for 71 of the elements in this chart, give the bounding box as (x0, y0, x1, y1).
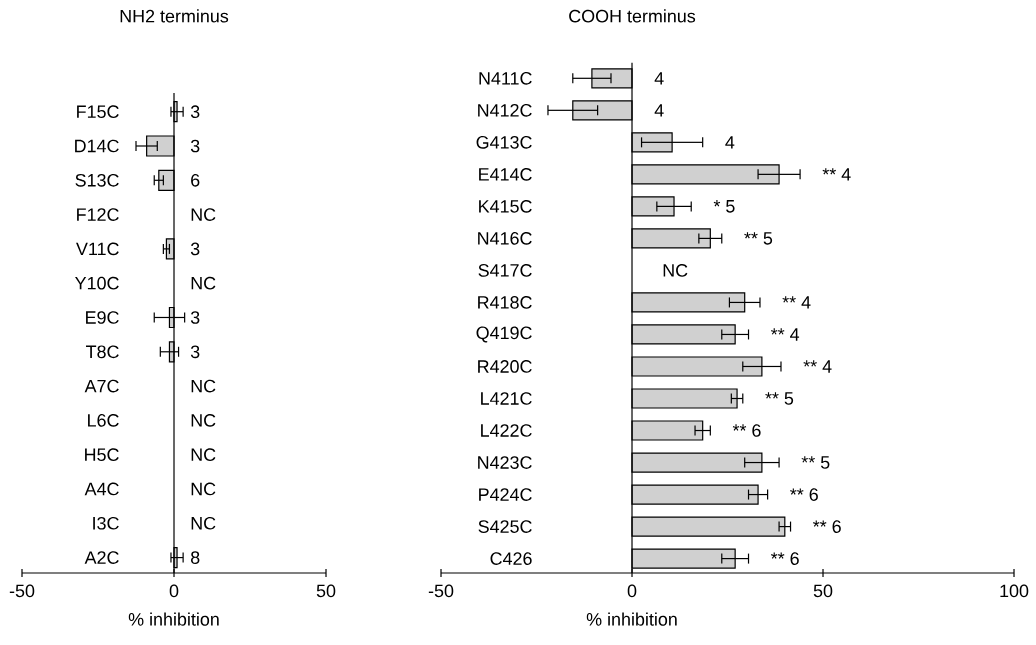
annotation: NC (191, 448, 216, 462)
y-tick-label: P424C (479, 488, 532, 501)
annotation: * 5 (713, 200, 735, 213)
annotation: 4 (654, 72, 664, 85)
y-tick-label: A2C (84, 551, 119, 564)
y-tick-label: L6C (88, 414, 119, 427)
y-tick-label: N411C (479, 71, 532, 85)
chart-title: COOH terminus (569, 9, 696, 23)
annotation: 3 (190, 242, 200, 256)
annotation: NC (191, 276, 216, 290)
annotation: 4 (725, 136, 735, 149)
y-tick-label: A4C (84, 482, 119, 496)
y-tick-label: K415C (479, 200, 532, 213)
y-tick-label: I3C (93, 516, 119, 530)
annotation: ** 6 (813, 520, 841, 533)
x-tick-label: 50 (316, 584, 336, 598)
annotation: ** 6 (732, 424, 761, 437)
y-tick-label: G413C (476, 135, 532, 149)
y-tick-label: Q419C (476, 326, 532, 343)
x-tick-label: 0 (627, 584, 637, 598)
y-tick-label: H5C (85, 448, 119, 462)
y-tick-label: V11C (76, 242, 119, 256)
y-tick-label: N423C (478, 456, 532, 469)
y-tick-label: F12C (77, 208, 119, 221)
y-tick-label: S417C (478, 264, 532, 277)
x-tick-label: -50 (9, 584, 35, 598)
y-tick-label: E9C (86, 311, 119, 324)
y-tick-label: D14C (75, 139, 119, 153)
annotation: NC (191, 482, 216, 496)
y-tick-label: L421C (481, 392, 532, 405)
y-tick-label: S13C (75, 173, 119, 187)
y-tick-label: L422C (481, 424, 532, 437)
annotation: ** 4 (803, 360, 832, 373)
x-axis-title: % inhibition (128, 612, 219, 626)
annotation: NC (191, 516, 216, 530)
chart-title: NH2 terminus (120, 9, 229, 23)
y-tick-label: C426 (490, 552, 532, 565)
annotation: ** 4 (782, 296, 811, 309)
annotation: NC (663, 264, 688, 277)
annotation: 3 (190, 345, 200, 359)
annotation: 8 (190, 551, 200, 564)
y-tick-label: Y10C (75, 276, 119, 290)
annotation: NC (191, 208, 216, 221)
y-tick-label: F15C (77, 105, 119, 119)
annotation: ** 5 (801, 456, 830, 469)
annotation: ** 4 (822, 168, 851, 181)
x-tick-label: 100 (1000, 584, 1029, 598)
annotation: ** 6 (790, 488, 818, 501)
annotation: 4 (654, 104, 664, 117)
x-tick-label: 0 (169, 584, 179, 598)
y-tick-label: T8C (86, 345, 119, 359)
y-tick-label: N416C (478, 232, 532, 245)
y-tick-label: R418C (478, 296, 532, 309)
y-tick-label: A7C (84, 379, 119, 393)
y-tick-label: N412C (478, 103, 532, 117)
annotation: ** 4 (771, 328, 800, 341)
annotation: ** 6 (771, 552, 799, 565)
annotation: 3 (190, 311, 200, 324)
annotation: ** 5 (744, 232, 773, 245)
x-tick-label: 50 (813, 584, 833, 598)
annotation: 3 (190, 139, 200, 153)
y-tick-label: S425C (478, 520, 532, 533)
y-tick-label: E414C (479, 168, 532, 181)
annotation: 3 (190, 105, 200, 119)
y-tick-label: R420C (478, 360, 532, 373)
annotation: NC (191, 414, 216, 427)
x-axis-title: % inhibition (586, 612, 677, 626)
annotation: ** 5 (765, 392, 794, 405)
annotation: NC (191, 379, 216, 393)
annotation: 6 (191, 173, 200, 187)
x-tick-label: -50 (428, 584, 454, 598)
